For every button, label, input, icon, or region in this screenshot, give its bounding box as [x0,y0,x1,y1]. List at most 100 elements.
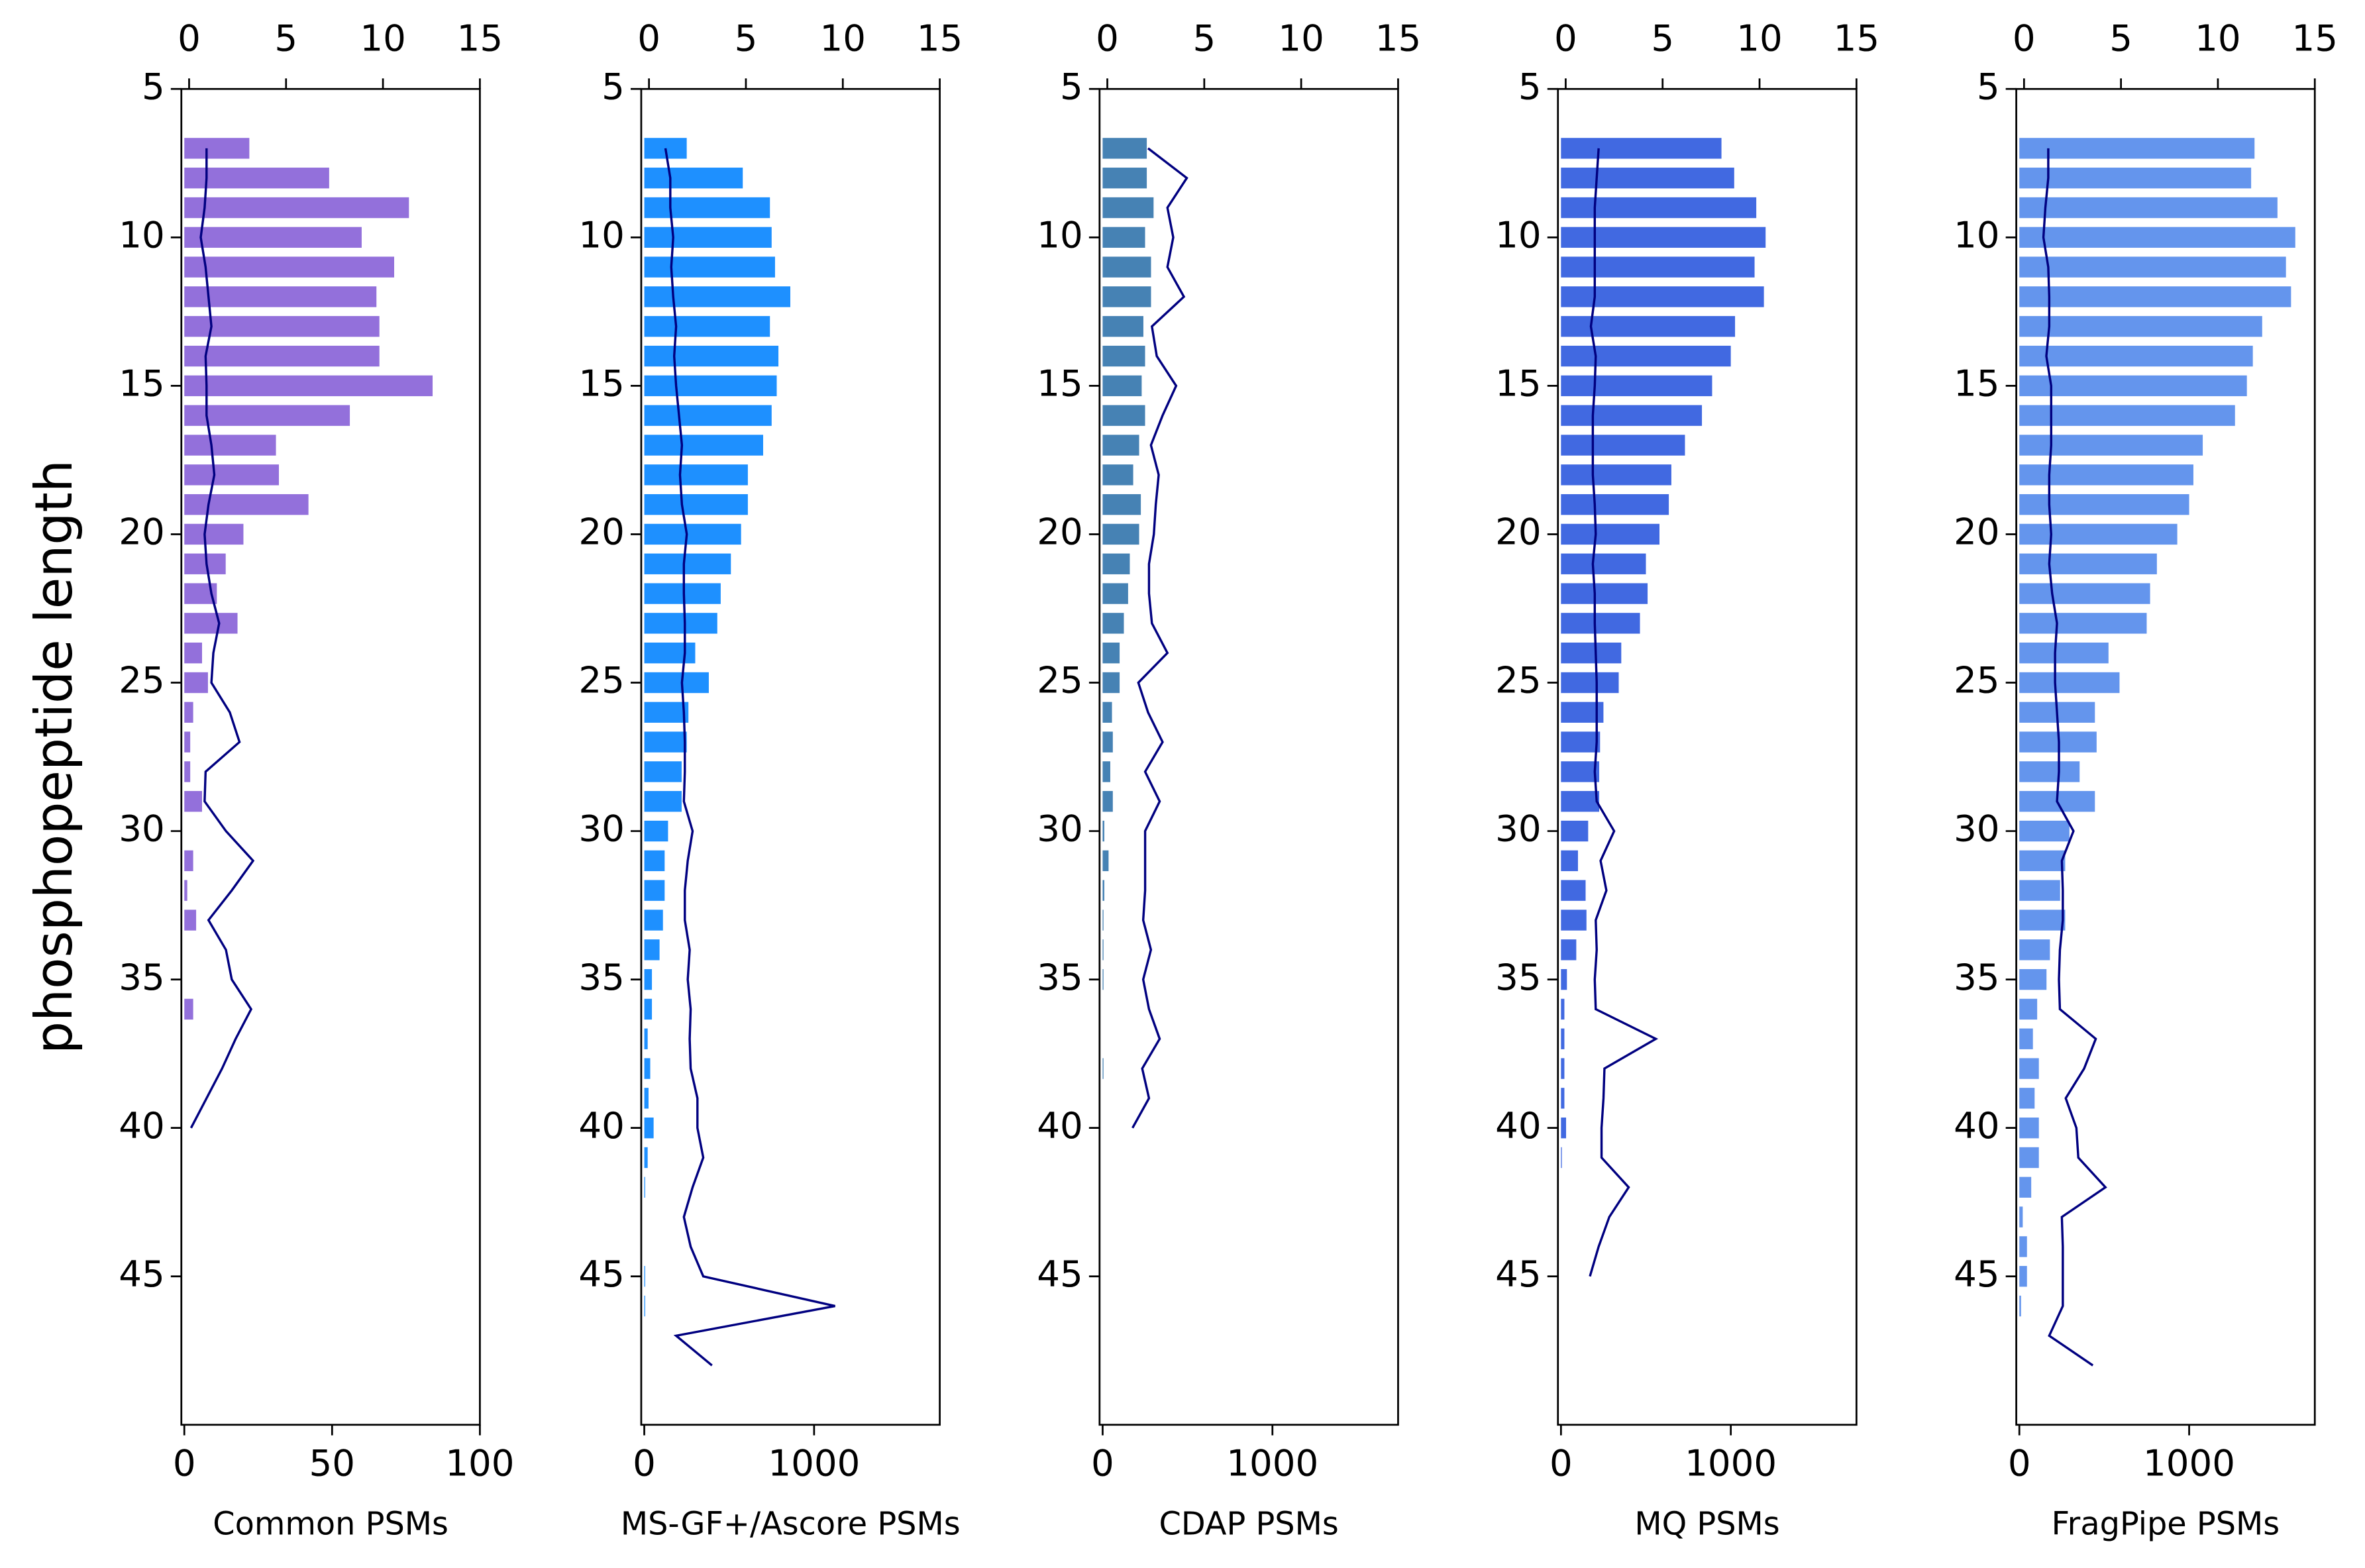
bar [1102,375,1142,397]
y-tick-label: 5 [1977,65,2000,107]
bar [1102,1058,1104,1079]
bar [1102,197,1154,219]
bar [184,375,433,397]
y-tick-label: 35 [1037,956,1083,998]
axes-frame [2015,87,2316,1426]
y-tick-label: 35 [119,956,165,998]
y-tick-label: 10 [578,213,625,256]
y-tick-label: 35 [1495,956,1542,998]
x-tick-label: 1000 [1226,1441,1318,1484]
y-tick-label: 20 [578,511,625,553]
bar [1561,523,1660,545]
bar [644,435,763,456]
y-tick-label: 30 [1954,808,1999,850]
bar [2019,939,2050,961]
bar [184,405,350,426]
x2-tick-label: 10 [1278,17,1324,60]
x2-tick-label: 0 [2013,17,2036,60]
bar [1102,256,1151,278]
axes-frame [180,87,481,1426]
bar [644,197,770,219]
bar [644,672,709,694]
bar [1561,998,1565,1020]
bar [644,494,748,515]
line [189,148,255,1129]
bar [644,405,772,426]
bar [644,227,772,248]
y-tick-label: 25 [1954,659,1999,702]
x2-tick-label: 0 [1096,17,1119,60]
bar [184,435,276,456]
y-tick-label: 20 [119,511,165,553]
line [664,148,835,1367]
bar [644,316,770,337]
x-tick-label: 1000 [1685,1441,1777,1484]
x-tick-label: 100 [445,1441,514,1484]
x-axis-label: CDAP PSMs [1159,1506,1339,1542]
bar [2019,1176,2032,1198]
bar [2019,375,2247,397]
y-tick-label: 30 [578,808,625,850]
bar [1102,345,1145,367]
y-axis-label: phosphopeptide length [25,460,84,1054]
y-tick-label: 15 [119,362,165,405]
bar [1561,791,1600,812]
bar [184,286,377,307]
bar [2019,1058,2039,1079]
bar [644,523,741,545]
y-tick-label: 10 [119,213,165,256]
bar [1561,939,1577,961]
bar [1102,227,1145,248]
y-tick-label: 20 [1495,511,1542,553]
bar [644,910,663,931]
y-tick-label: 15 [1037,362,1083,405]
x2-tick-label: 15 [457,17,503,60]
bar [1561,1058,1565,1079]
axes-frame [1098,87,1399,1426]
bar [184,138,250,159]
bar [1102,435,1139,456]
bar [2019,820,2070,842]
bar [184,227,362,248]
bar [1561,731,1601,753]
bar [2019,850,2066,872]
bar [184,880,187,901]
bar [644,1058,651,1079]
bar [644,939,660,961]
bar [1102,405,1145,426]
bar [184,672,208,694]
bar [184,316,380,337]
bar [2019,286,2291,307]
axes-frame [640,87,941,1426]
bar [2019,168,2252,189]
bar [644,791,682,812]
bar [2019,1147,2039,1169]
bar [2019,613,2147,634]
axes-frame [1557,87,1858,1426]
bar [644,1028,648,1049]
y-tick-label: 40 [119,1104,165,1147]
bar [1102,523,1139,545]
bar [1561,464,1671,486]
x2-tick-label: 5 [1651,17,1674,60]
x2-tick-label: 10 [2195,17,2241,60]
bar [1102,939,1104,961]
bar [1102,643,1120,664]
bar [184,643,202,664]
bar [644,850,665,872]
x-axis-label: MS-GF+/Ascore PSMs [621,1506,961,1542]
y-tick-label: 40 [1954,1104,1999,1147]
bar [184,256,395,278]
bar [644,553,731,574]
x-tick-label: 50 [309,1441,356,1484]
bar [2019,345,2253,367]
y-tick-label: 10 [1495,213,1542,256]
bar [2019,968,2047,990]
bar [2019,523,2178,545]
bar [184,613,238,634]
x2-tick-label: 15 [1834,17,1880,60]
x-tick-label: 0 [1091,1441,1114,1484]
bar [644,702,689,723]
y-tick-label: 5 [1060,65,1083,107]
